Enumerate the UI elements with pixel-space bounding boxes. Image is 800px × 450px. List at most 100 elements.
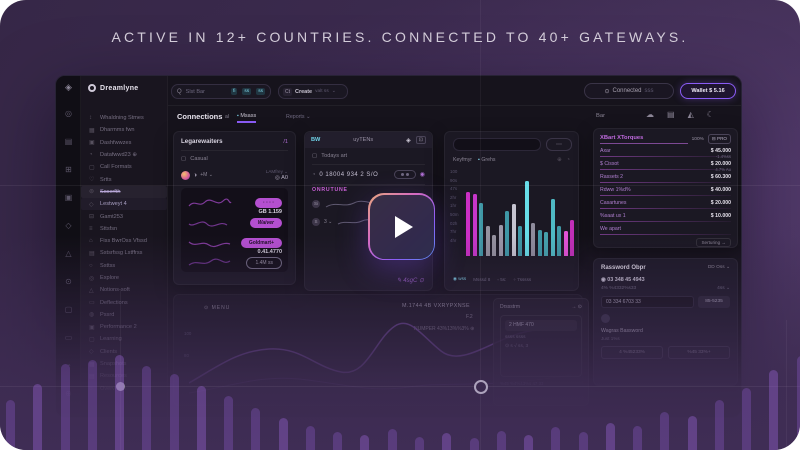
- clock-icon[interactable]: ◔: [566, 157, 570, 163]
- add-button[interactable]: 1.4M ss: [246, 257, 282, 269]
- sidebar-item-icon: ▤: [89, 373, 95, 380]
- cloud-lock-icon[interactable]: ◭: [687, 110, 694, 119]
- action-button-right[interactable]: %45 33%+: [668, 346, 730, 359]
- create-hint: valt ss: [315, 89, 329, 94]
- sidebar-item[interactable]: △ Notions-soft: [81, 284, 167, 296]
- sidebar-item-icon: ▦: [89, 361, 95, 368]
- cloud-icon[interactable]: ☁: [646, 110, 654, 119]
- equalizer-bar: [469, 438, 479, 450]
- table-row[interactable]: %saat ux 1 $ 10.000: [600, 209, 731, 221]
- chart-bar: [505, 211, 509, 256]
- table-row[interactable]: Rdww 1%d% $ 40.000: [600, 183, 731, 195]
- refresh-icon[interactable]: ⊕: [557, 157, 562, 163]
- sidebar-item[interactable]: ◇ Lestweyt 4: [81, 198, 167, 211]
- rail-icon[interactable]: ⊙: [65, 277, 72, 286]
- rail-icon[interactable]: ▣: [64, 193, 73, 202]
- faint-row-right[interactable]: 4ss ⌄: [717, 286, 730, 291]
- sidebar-item[interactable]: ▦ Dharmms fwn: [81, 124, 167, 136]
- play-button-inner: [369, 194, 434, 259]
- sidebar-item[interactable]: ◇ Clients: [81, 346, 167, 358]
- sidebar-item[interactable]: ▤ Resources: [81, 370, 167, 382]
- weather-icon-row: ☁ ▤ ◭ ☾: [646, 110, 714, 119]
- moon-icon[interactable]: ☾: [706, 110, 714, 119]
- sidebar-item[interactable]: ▣ Dashfwwzes: [81, 137, 167, 149]
- row-label: Casartunes: [600, 199, 627, 206]
- table-footer-link[interactable]: Serturing →: [696, 238, 731, 247]
- rail-icon[interactable]: ◔: [66, 361, 71, 370]
- frame-icon[interactable]: ⊡: [415, 136, 426, 144]
- checkbox-todays[interactable]: ▢ Todays art: [305, 148, 432, 164]
- action-button-left[interactable]: 4 %45233%: [601, 346, 663, 359]
- tab-active[interactable]: ▪ Msass: [237, 113, 257, 123]
- connected-button[interactable]: ⊙ Connected sss: [584, 83, 674, 99]
- play-button[interactable]: [368, 193, 435, 260]
- table-row[interactable]: Casartunes $ 20.000: [600, 196, 731, 208]
- tab-square-icon: ▪: [237, 113, 239, 119]
- wallet-button[interactable]: Wallet $ 5.16: [680, 83, 736, 99]
- toggle-pill[interactable]: [393, 170, 416, 179]
- brand: Dreamlyne: [81, 76, 167, 92]
- sidebar-item[interactable]: ▦ Snapshots: [81, 358, 167, 370]
- create-button[interactable]: Ct Create valt ss ⌄: [278, 84, 348, 99]
- sidebar-item[interactable]: ♡ Srtts: [81, 173, 167, 185]
- sidebar-item[interactable]: ⊚ Ssserfth: [81, 185, 167, 199]
- code-button[interactable]: 85-5235: [698, 296, 730, 308]
- checkbox-icon: ▢: [181, 156, 187, 162]
- sidebar-item[interactable]: ▭ Deflections: [81, 296, 167, 308]
- brand-logo-icon: [88, 84, 96, 92]
- card-menu[interactable]: DD Oss ⌄: [707, 265, 730, 270]
- sidebar-item[interactable]: ◍ Pssrd: [81, 309, 167, 321]
- table-row[interactable]: We apart: [600, 222, 731, 234]
- sidebar-item-icon: ◎: [89, 275, 95, 282]
- rail-icon[interactable]: ◇: [65, 221, 72, 230]
- rail-icon[interactable]: ◎: [65, 109, 72, 118]
- legend-label: ÷ 7sssss: [513, 276, 532, 282]
- reports-dropdown[interactable]: Reports ⌄: [286, 114, 311, 120]
- status-pill[interactable]: Waiver: [249, 218, 282, 228]
- sidebar-item[interactable]: ▤ Sstsrfssg Lstffrss: [81, 247, 167, 259]
- sidebar-item[interactable]: ▢ Call Formats: [81, 161, 167, 173]
- avatar[interactable]: [181, 170, 190, 180]
- rail-icon[interactable]: ⊞: [65, 165, 72, 174]
- rail-icon[interactable]: ⊕: [65, 389, 72, 398]
- balances-table-card: XBart XTorques 100% ⊟ PRO Axar $ 45.000 …: [593, 128, 738, 248]
- chart-bar: [485, 226, 490, 256]
- chart-filters[interactable]: Keyfmyr ▪ Grehs: [453, 157, 495, 163]
- equalizer-bar: [687, 416, 697, 450]
- table-pro-button[interactable]: ⊟ PRO: [707, 134, 731, 144]
- sidebar-item[interactable]: ↕ Whaldning Stmes: [81, 112, 167, 124]
- sidebar-item[interactable]: ○ Ssttss: [81, 260, 167, 272]
- checkbox-casual[interactable]: ▢ Casual: [181, 156, 288, 162]
- sidebar-item[interactable]: ▣ Performance 2: [81, 321, 167, 333]
- search-input[interactable]: Q Slst Bar fi ss ss: [171, 84, 271, 99]
- status-pill[interactable]: · · · ·: [255, 198, 282, 208]
- chart-options-button[interactable]: ⋯: [546, 138, 572, 151]
- sidebar-item[interactable]: ⌂ Fiss BwrOss Vfssd: [81, 235, 167, 247]
- avatar-right-label[interactable]: LAMfrey ⌄: [265, 169, 288, 174]
- cloud-upload-icon[interactable]: ▤: [667, 110, 675, 119]
- avatar-extra[interactable]: +M ⌄: [200, 172, 213, 178]
- rail-icon[interactable]: ▤: [64, 137, 73, 146]
- table-row[interactable]: Rassets 2 $ 60.300: [600, 170, 731, 182]
- table-row[interactable]: Axar $ 45.000 -1.4%ss: [600, 144, 731, 159]
- rail-icon[interactable]: △: [65, 249, 72, 258]
- status-pill[interactable]: Goldmart+: [240, 238, 282, 248]
- sidebar-item[interactable]: ◎ Explore: [81, 272, 167, 284]
- rail-icon[interactable]: ▢: [64, 305, 73, 314]
- sidebar-item[interactable]: ⊟ Gamt253: [81, 210, 167, 222]
- list-item: 1.4M ss: [187, 253, 282, 273]
- sidebar-item[interactable]: ≡ Sttsfsn: [81, 223, 167, 235]
- sidebar-item[interactable]: ◔ Datafwwd23 ⊕: [81, 149, 167, 161]
- rail-icon[interactable]: ▭: [64, 333, 73, 342]
- arrow-icon[interactable]: → ⊙: [571, 304, 582, 310]
- checkbox-label: Todays art: [321, 153, 348, 159]
- chart-search-input[interactable]: [453, 138, 541, 151]
- sidebar-item[interactable]: ▢ Learning: [81, 333, 167, 345]
- row-label: %saat ux 1: [600, 212, 626, 219]
- mini-input[interactable]: 2 HMF 470: [505, 320, 577, 331]
- row-label: We apart: [600, 225, 621, 232]
- table-row[interactable]: $ Cissot $ 20.000 4.7% Au: [600, 157, 731, 172]
- code-input[interactable]: 03 334 6703 33: [601, 296, 694, 308]
- go-icon[interactable]: ◉: [419, 172, 425, 178]
- connected-label: Connected: [612, 88, 642, 94]
